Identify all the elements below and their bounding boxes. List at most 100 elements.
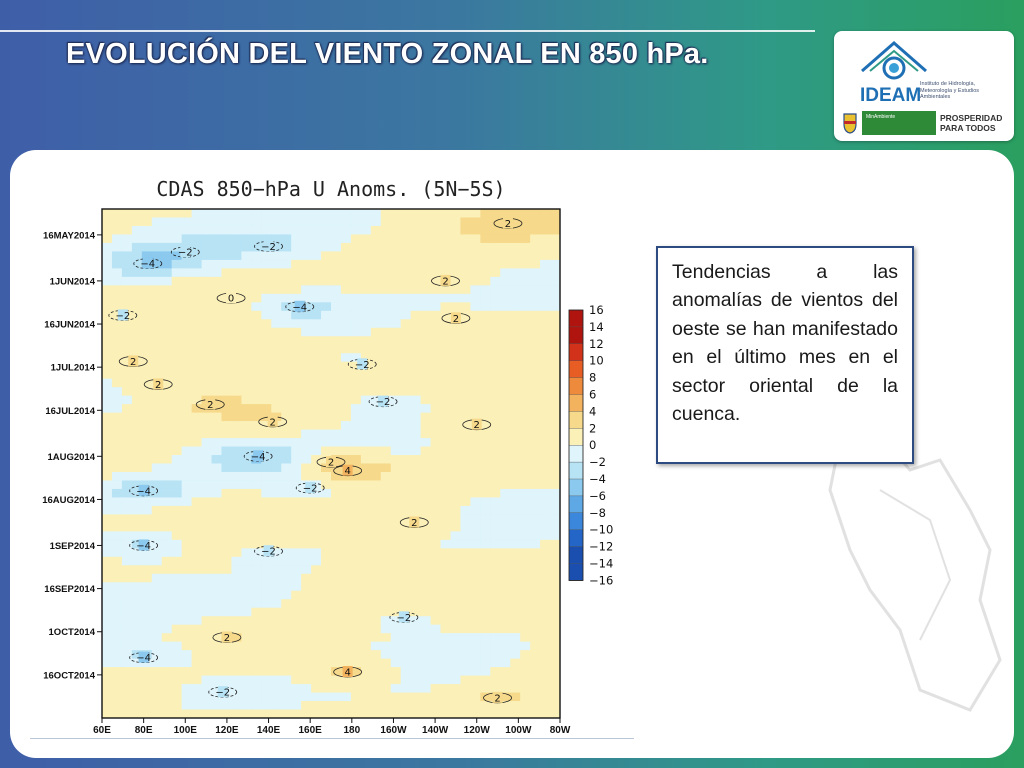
anomaly-cell <box>390 650 402 660</box>
anomaly-cell <box>261 209 272 219</box>
anomaly-cell <box>530 225 541 236</box>
anomaly-cell <box>241 344 252 354</box>
anomaly-cell <box>420 361 432 371</box>
anomaly-cell <box>380 692 392 702</box>
anomaly-cell <box>460 429 471 439</box>
anomaly-cell <box>141 446 153 456</box>
anomaly-cell <box>181 344 193 354</box>
anomaly-cell <box>500 429 511 439</box>
anomaly-cell <box>410 446 422 456</box>
anomaly-cell <box>370 344 382 354</box>
anomaly-cell <box>340 395 352 405</box>
anomaly-cell <box>221 336 233 346</box>
anomaly-cell <box>430 556 442 566</box>
anomaly-cell <box>301 684 312 694</box>
contour-label: 2 <box>207 400 213 411</box>
anomaly-cell <box>211 522 223 532</box>
anomaly-cell <box>131 556 143 566</box>
anomaly-cell <box>400 582 412 592</box>
anomaly-cell <box>440 633 452 643</box>
anomaly-cell <box>171 429 183 439</box>
anomaly-cell <box>420 276 432 286</box>
anomaly-cell <box>460 692 471 702</box>
anomaly-cell <box>410 709 422 718</box>
anomaly-cell <box>251 599 262 609</box>
anomaly-cell <box>281 650 292 660</box>
anomaly-cell <box>211 319 223 329</box>
anomaly-cell <box>360 302 372 312</box>
anomaly-cell <box>121 641 133 651</box>
anomaly-cell <box>460 675 471 685</box>
anomaly-cell <box>550 480 560 490</box>
anomaly-cell <box>430 446 442 456</box>
anomaly-cell <box>530 488 541 499</box>
anomaly-cell <box>530 624 541 634</box>
anomaly-cell <box>530 429 541 439</box>
anomaly-cell <box>281 505 292 515</box>
anomaly-cell <box>291 395 302 405</box>
anomaly-cell <box>211 209 223 219</box>
anomaly-cell <box>331 582 342 592</box>
anomaly-cell <box>331 522 342 532</box>
anomaly-cell <box>480 429 491 439</box>
anomaly-cell <box>111 336 123 346</box>
anomaly-cell <box>420 539 432 549</box>
anomaly-cell <box>460 234 471 244</box>
anomaly-cell <box>480 259 491 269</box>
anomaly-cell <box>111 395 123 405</box>
anomaly-cell <box>350 302 362 312</box>
anomaly-cell <box>460 539 471 549</box>
anomaly-cell <box>121 259 133 269</box>
anomaly-cell <box>340 522 352 532</box>
anomaly-cell <box>221 327 233 337</box>
anomaly-cell <box>370 624 382 634</box>
anomaly-cell <box>271 370 282 380</box>
anomaly-cell <box>251 667 262 677</box>
anomaly-cell <box>331 438 342 448</box>
anomaly-cell <box>221 446 233 456</box>
anomaly-cell <box>121 353 133 363</box>
anomaly-cell <box>510 573 521 583</box>
anomaly-cell <box>201 548 213 558</box>
anomaly-cell <box>500 599 511 609</box>
anomaly-cell <box>131 302 143 312</box>
anomaly-cell <box>311 293 322 303</box>
anomaly-cell <box>490 370 501 380</box>
anomaly-cell <box>520 616 531 626</box>
anomaly-cell <box>331 361 342 371</box>
anomaly-cell <box>390 675 402 685</box>
anomaly-cell <box>281 539 292 549</box>
anomaly-cell <box>490 319 501 329</box>
anomaly-cell <box>141 455 153 465</box>
anomaly-cell <box>520 684 531 694</box>
anomaly-cell <box>360 582 372 592</box>
anomaly-cell <box>430 616 442 626</box>
anomaly-cell <box>211 607 223 617</box>
anomaly-cell <box>480 234 491 244</box>
anomaly-cell <box>221 463 233 473</box>
anomaly-cell <box>540 522 551 532</box>
anomaly-cell <box>231 522 242 532</box>
anomaly-cell <box>530 548 541 558</box>
anomaly-cell <box>340 378 352 388</box>
anomaly-cell <box>450 353 462 363</box>
anomaly-cell <box>480 709 491 718</box>
anomaly-cell <box>350 429 362 439</box>
anomaly-cell <box>241 234 252 244</box>
anomaly-cell <box>500 285 511 295</box>
anomaly-cell <box>530 276 541 286</box>
anomaly-cell <box>291 268 302 278</box>
prosperity-badge: PROSPERIDAD PARA TODOS <box>940 113 1002 133</box>
anomaly-cell <box>490 607 501 617</box>
anomaly-cell <box>420 421 432 431</box>
anomaly-cell <box>380 310 392 320</box>
anomaly-cell <box>211 675 223 685</box>
anomaly-cell <box>121 463 133 473</box>
anomaly-cell <box>111 616 123 626</box>
anomaly-cell <box>231 242 242 253</box>
anomaly-cell <box>480 675 491 685</box>
anomaly-cell <box>410 268 422 278</box>
anomaly-cell <box>490 217 501 227</box>
anomaly-cell <box>171 336 183 346</box>
y-tick-label: 1OCT2014 <box>49 627 96 638</box>
